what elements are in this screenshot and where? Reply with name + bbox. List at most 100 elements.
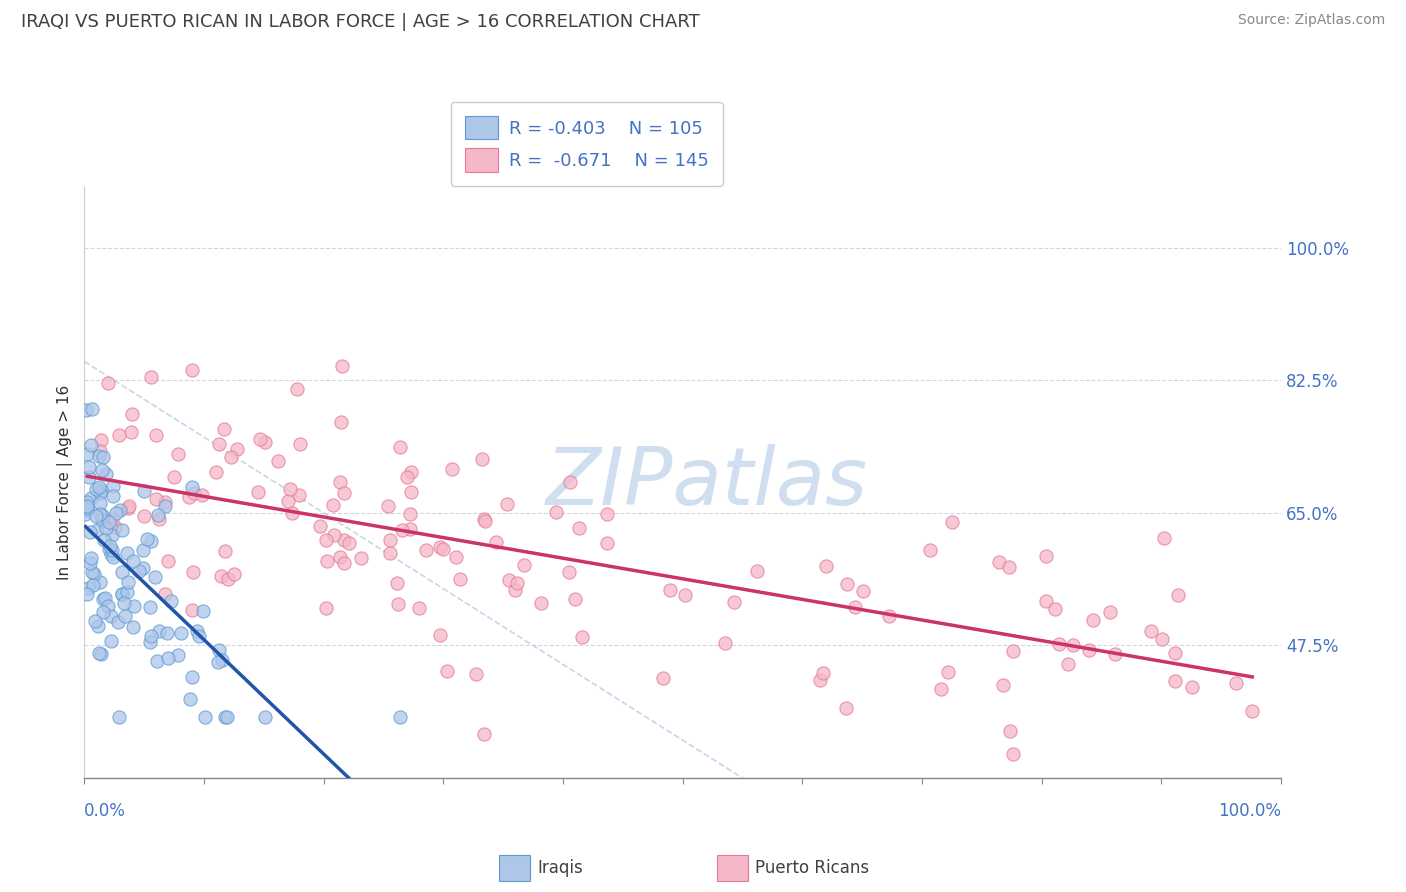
Text: 100.0%: 100.0%	[1218, 802, 1281, 820]
Point	[122, 554, 145, 568]
Point	[104, 520, 127, 534]
Point	[918, 543, 941, 558]
Point	[194, 710, 217, 724]
Point	[108, 710, 131, 724]
Point	[506, 575, 529, 590]
Point	[415, 543, 437, 558]
Point	[835, 577, 858, 591]
Point	[77, 470, 100, 484]
Point	[285, 382, 308, 396]
Point	[564, 591, 586, 606]
Point	[107, 615, 129, 629]
Point	[100, 634, 122, 648]
Point	[83, 566, 105, 581]
Point	[745, 564, 768, 578]
Point	[91, 450, 114, 464]
Point	[118, 499, 141, 513]
Point	[115, 585, 138, 599]
Y-axis label: In Labor Force | Age > 16: In Labor Force | Age > 16	[58, 385, 73, 580]
Point	[1002, 644, 1025, 658]
Point	[208, 642, 231, 657]
Point	[90, 483, 112, 498]
Point	[100, 609, 122, 624]
Point	[145, 491, 167, 506]
Point	[98, 515, 121, 529]
Point	[877, 609, 900, 624]
Point	[558, 565, 581, 579]
Text: Puerto Ricans: Puerto Ricans	[755, 859, 869, 877]
Point	[215, 710, 238, 724]
Point	[167, 448, 190, 462]
Point	[544, 505, 567, 519]
Point	[110, 565, 132, 579]
Point	[391, 523, 413, 537]
Point	[139, 635, 162, 649]
Point	[1056, 657, 1078, 671]
Point	[79, 556, 101, 570]
Point	[278, 482, 301, 496]
Point	[132, 561, 155, 575]
Point	[464, 667, 486, 681]
Point	[332, 486, 354, 500]
Point	[122, 620, 145, 634]
Point	[91, 591, 114, 606]
Point	[266, 453, 288, 467]
Point	[222, 567, 245, 582]
Point	[97, 599, 120, 613]
Point	[76, 447, 98, 461]
Point	[316, 554, 339, 568]
Point	[115, 546, 138, 560]
Point	[80, 550, 103, 565]
Point	[835, 701, 858, 715]
Point	[673, 587, 696, 601]
Point	[108, 428, 131, 442]
Point	[111, 587, 134, 601]
Point	[112, 596, 135, 610]
Point	[141, 534, 163, 549]
Point	[290, 436, 312, 450]
Text: Iraqis: Iraqis	[537, 859, 583, 877]
Point	[1098, 606, 1121, 620]
Point	[188, 629, 211, 643]
Point	[114, 609, 136, 624]
Point	[1081, 613, 1104, 627]
Point	[377, 500, 399, 514]
Point	[193, 604, 215, 618]
Point	[91, 605, 114, 619]
Point	[388, 710, 411, 724]
Point	[207, 437, 229, 451]
Point	[596, 536, 619, 550]
Point	[87, 646, 110, 660]
Point	[249, 432, 271, 446]
Point	[84, 508, 107, 523]
Point	[76, 498, 98, 512]
Point	[97, 541, 120, 556]
Point	[87, 480, 110, 494]
Point	[84, 614, 107, 628]
Point	[254, 435, 277, 450]
Point	[329, 415, 352, 429]
Point	[1167, 588, 1189, 602]
Point	[333, 533, 356, 547]
Point	[141, 370, 163, 384]
Point	[91, 462, 114, 476]
Point	[148, 512, 170, 526]
Point	[389, 440, 412, 454]
Point	[337, 536, 360, 550]
Text: IRAQI VS PUERTO RICAN IN LABOR FORCE | AGE > 16 CORRELATION CHART: IRAQI VS PUERTO RICAN IN LABOR FORCE | A…	[21, 13, 700, 31]
Point	[76, 499, 98, 513]
Point	[329, 475, 352, 489]
Point	[156, 625, 179, 640]
Point	[163, 469, 186, 483]
Legend: R = -0.403    N = 105, R =  -0.671    N = 145: R = -0.403 N = 105, R = -0.671 N = 145	[451, 102, 723, 186]
Point	[135, 532, 157, 546]
Point	[82, 578, 104, 592]
Point	[568, 520, 591, 534]
Point	[76, 503, 98, 517]
Point	[104, 506, 127, 520]
Point	[472, 727, 495, 741]
Point	[96, 521, 118, 535]
Point	[214, 543, 236, 558]
Point	[432, 541, 454, 556]
Point	[1001, 747, 1024, 761]
